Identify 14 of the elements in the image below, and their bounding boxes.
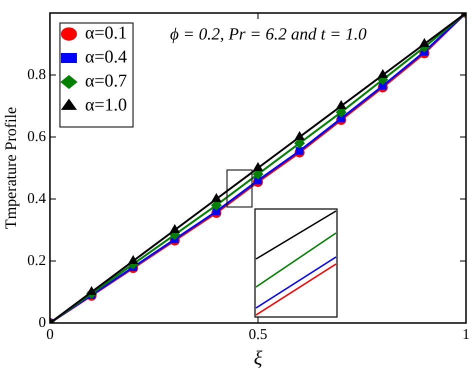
y-axis-title: Tmperature Profile [2, 106, 20, 230]
y-tick-label: 0.6 [27, 128, 46, 145]
y-tick-label: 0.4 [27, 190, 46, 207]
x-tick-label: 1 [462, 326, 470, 343]
legend-label: α=0.1 [84, 22, 128, 43]
x-tick-label: 0.5 [248, 326, 268, 343]
y-tick-label: 0.8 [27, 66, 46, 83]
annotation: ϕ = 0.2, Pr = 6.2 and t = 1.0 [170, 24, 368, 44]
legend-label: α=0.4 [84, 46, 128, 67]
legend-label: α=0.7 [84, 70, 128, 91]
legend-label: α=1.0 [84, 94, 128, 115]
y-tick-label: 0 [38, 314, 46, 331]
y-tick-label: 0.2 [27, 252, 46, 269]
x-axis-title: ξ [254, 347, 263, 370]
